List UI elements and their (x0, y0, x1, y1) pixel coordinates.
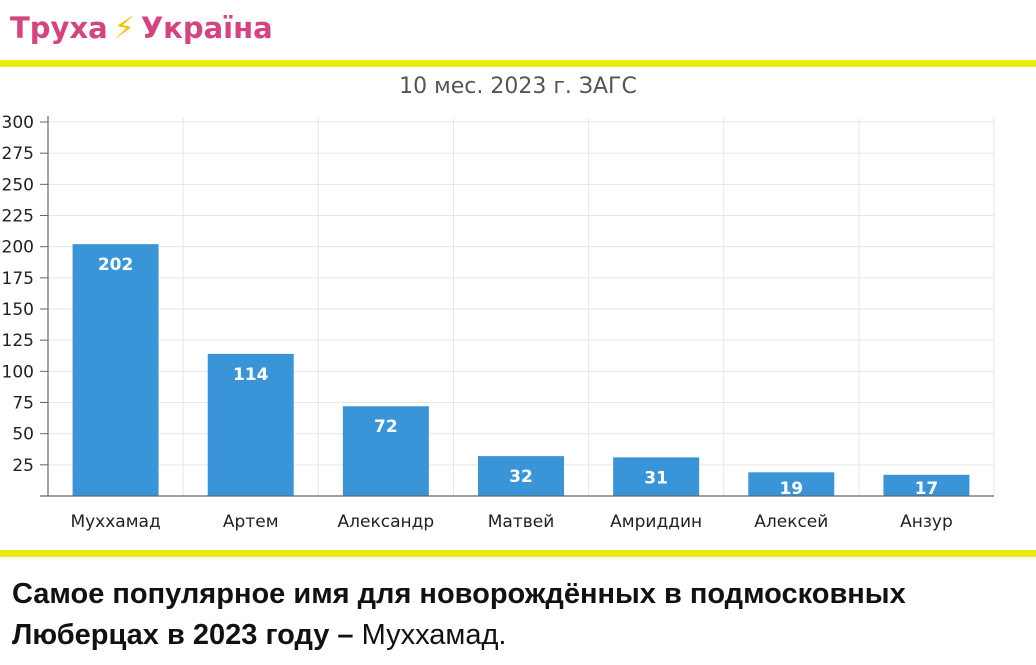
bar (748, 472, 835, 496)
y-tick-label: 125 (2, 331, 34, 351)
bar-value-label: 31 (644, 468, 668, 488)
y-tick-label: 250 (2, 175, 34, 195)
x-tick-label: Амриддин (610, 512, 702, 532)
y-tick-label: 100 (2, 362, 34, 382)
bar (72, 244, 159, 496)
y-tick-label: 225 (2, 207, 34, 227)
y-tick-label: 50 (12, 425, 34, 445)
y-tick-label: 275 (2, 144, 34, 164)
bottom-divider (0, 550, 1036, 557)
bar (883, 474, 970, 496)
y-tick-label: 150 (2, 300, 34, 320)
chart-title: 10 мес. 2023 г. ЗАГС (399, 74, 637, 99)
y-tick-label: 300 (2, 113, 34, 133)
bar-value-label: 32 (509, 467, 533, 487)
caption-answer: Муххамад. (361, 619, 507, 651)
bar (613, 457, 700, 496)
x-tick-label: Артем (223, 512, 279, 532)
chart-axes: 25 50 75 100 125 150 175 200 225 250 275 300 Муххама… (2, 113, 994, 532)
bar-chart: 10 мес. 2023 г. ЗАГС 202 114 72 32 31 19 17 25… (2, 74, 995, 532)
x-tick-label: Матвей (488, 512, 555, 532)
y-tick-label: 200 (2, 238, 34, 258)
bar (342, 406, 429, 496)
y-tick-label: 175 (2, 269, 34, 289)
bar (478, 456, 564, 496)
chart-grid (48, 118, 995, 496)
brand-name-left: Труха (10, 11, 108, 45)
bar-value-label: 202 (98, 255, 134, 275)
bar-value-label: 19 (779, 479, 803, 499)
bar-value-label: 72 (374, 417, 398, 437)
chart-bars: 202 114 72 32 31 19 17 (72, 244, 970, 499)
lightning-icon: ⚡ (113, 10, 135, 46)
bar (207, 353, 294, 496)
x-tick-label: Алексей (754, 512, 828, 532)
bar-value-label: 17 (915, 479, 939, 499)
bar-value-label: 114 (233, 365, 269, 385)
x-tick-label: Муххамад (70, 512, 160, 532)
x-tick-label: Александр (338, 512, 435, 532)
y-tick-label: 75 (12, 394, 34, 414)
caption-headline: Самое популярное имя для новорождённых в… (12, 578, 906, 651)
brand-logo: Труха ⚡ Україна (10, 8, 273, 48)
caption: Самое популярное имя для новорождённых в… (12, 574, 1032, 656)
y-tick-label: 25 (12, 456, 34, 476)
x-tick-label: Анзур (900, 512, 953, 532)
brand-name-right: Україна (140, 11, 273, 45)
top-divider (0, 60, 1036, 67)
